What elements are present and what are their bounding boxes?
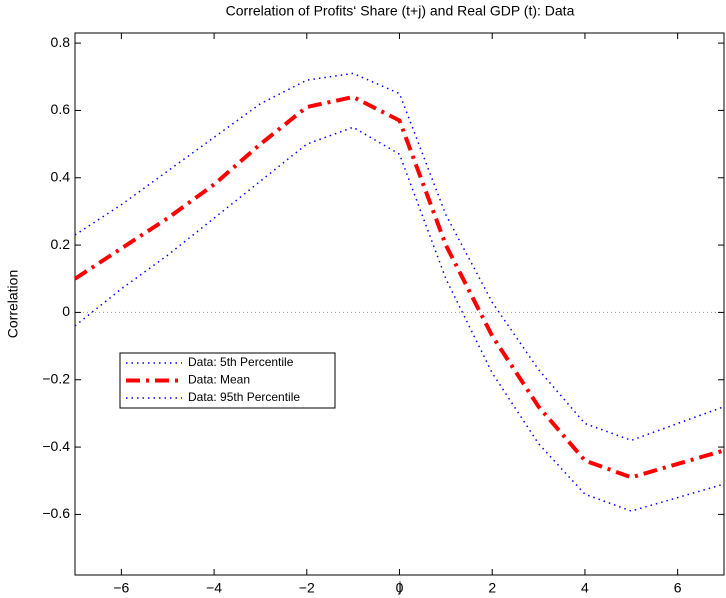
series-line: [74, 126, 725, 512]
x-tick-label: −4: [206, 580, 222, 596]
y-tick-label: 0.4: [51, 168, 71, 184]
y-tick-label: 0: [62, 303, 70, 319]
x-tick-label: 0: [396, 580, 404, 596]
legend-label: Data: 5th Percentile: [188, 355, 294, 369]
x-axis-label: j: [397, 579, 401, 595]
chart-title: Correlation of Profits‘ Share (t+j) and …: [226, 3, 575, 19]
y-tick-label: −0.6: [42, 505, 70, 521]
y-tick-label: −0.4: [42, 438, 70, 454]
x-tick-label: −6: [113, 580, 129, 596]
plot-area: [74, 32, 725, 576]
legend-label: Data: Mean: [188, 373, 250, 387]
x-tick-label: 4: [581, 580, 589, 596]
legend-label: Data: 95th Percentile: [188, 390, 300, 404]
y-tick-label: 0.2: [51, 236, 71, 252]
x-tick-label: 2: [488, 580, 496, 596]
x-tick-label: 6: [674, 580, 682, 596]
series-line: [73, 94, 725, 480]
x-tick-label: −2: [299, 580, 315, 596]
y-axis-label: Correlation: [5, 270, 21, 338]
y-tick-label: 0.8: [51, 34, 71, 50]
y-tick-label: 0.6: [51, 101, 71, 117]
y-tick-label: −0.2: [42, 370, 70, 386]
